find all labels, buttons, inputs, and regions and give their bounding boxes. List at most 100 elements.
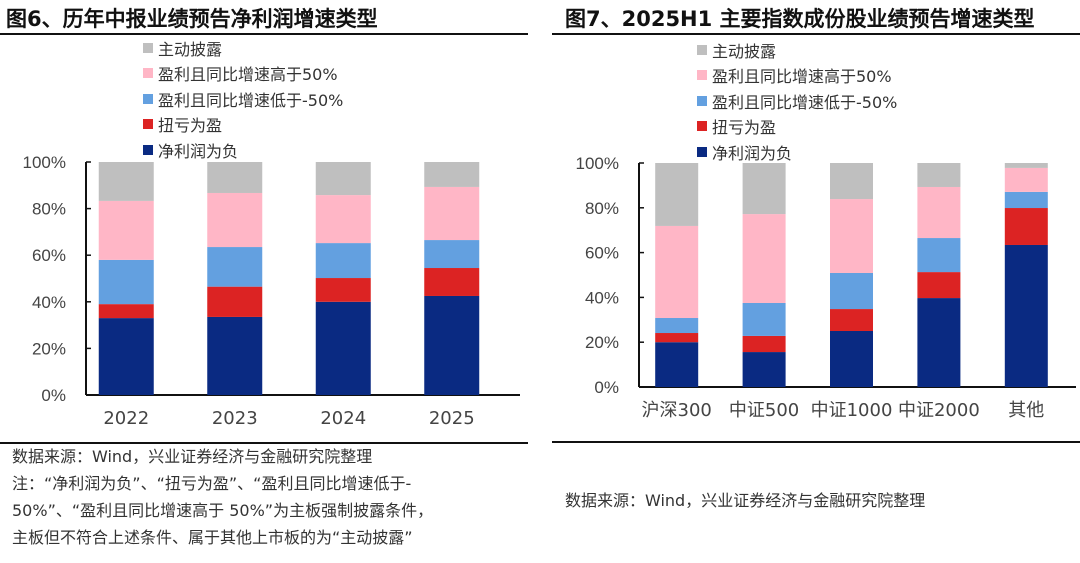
chart2-bottom-rule xyxy=(552,441,1080,443)
y-tick-label: 0% xyxy=(594,378,619,397)
bar-segment xyxy=(98,318,154,395)
legend-swatch xyxy=(697,70,707,81)
legend-label: 主动披露 xyxy=(712,41,777,61)
bar-segment xyxy=(1004,163,1048,168)
bar-segment xyxy=(830,309,873,331)
bar-segment xyxy=(315,195,371,244)
bar-segment xyxy=(98,304,154,319)
chart1-note-line: 注：“净利润为负”、“扭亏为盈”、“盈利且同比增速低于- xyxy=(12,474,412,493)
bar-segment xyxy=(917,272,961,299)
bar-segment xyxy=(98,200,154,260)
legend-item: 盈利且同比增速高于50% xyxy=(697,63,897,89)
legend-swatch xyxy=(143,93,153,104)
legend-label: 扭亏为盈 xyxy=(158,116,223,136)
chart1-bottom-rule xyxy=(0,442,528,444)
bar-segment xyxy=(655,333,699,343)
legend-swatch xyxy=(697,146,707,157)
chart1-title: 图6、历年中报业绩预告净利润增速类型 xyxy=(6,7,378,31)
legend-item: 净利润为负 xyxy=(143,137,343,163)
legend-label: 盈利且同比增速高于50% xyxy=(158,65,338,85)
chart1-footnote: 数据来源：Wind，兴业证券经济与金融研究院整理 注：“净利润为负”、“扭亏为盈… xyxy=(12,443,433,551)
legend-label: 盈利且同比增速低于-50% xyxy=(712,92,898,112)
bar-segment xyxy=(207,247,263,287)
y-tick-label: 80% xyxy=(32,200,66,219)
bar-segment xyxy=(1004,244,1048,387)
bar-segment xyxy=(830,199,873,273)
bar-segment xyxy=(917,298,961,387)
bar-segment xyxy=(655,342,699,387)
legend-label: 扭亏为盈 xyxy=(712,118,777,138)
bar-segment xyxy=(207,162,263,193)
chart2-source: 数据来源：Wind，兴业证券经济与金融研究院整理 xyxy=(565,491,926,510)
legend-swatch xyxy=(697,95,707,106)
bar-segment xyxy=(424,162,480,187)
chart1-plot: 0% 20% 40% 60% 80% 100% 2022 2023 2024 2025 xyxy=(23,153,520,429)
bar-segment xyxy=(742,352,786,387)
bar-segment xyxy=(98,259,154,305)
legend-item: 盈利且同比增速低于-50% xyxy=(143,86,343,112)
x-tick-label: 沪深300 xyxy=(642,400,712,421)
bar-segment xyxy=(315,162,371,196)
x-tick-label: 中证1000 xyxy=(811,400,893,421)
bar-segment xyxy=(742,335,786,353)
legend-item: 扭亏为盈 xyxy=(143,112,343,138)
legend-item: 主动披露 xyxy=(697,37,897,63)
bar-segment xyxy=(424,240,480,269)
legend-item: 盈利且同比增速高于50% xyxy=(143,61,343,87)
bar-segment xyxy=(742,163,786,215)
y-tick-label: 60% xyxy=(585,244,619,263)
legend-label: 净利润为负 xyxy=(158,141,239,161)
legend-label: 主动披露 xyxy=(158,39,223,59)
bar-segment xyxy=(207,286,263,317)
bar-segment xyxy=(315,243,371,279)
legend-swatch xyxy=(143,144,153,155)
y-tick-label: 0% xyxy=(41,386,66,405)
x-tick-label: 2022 xyxy=(103,408,149,429)
chart1-note-line: 50%”、“盈利且同比增速高于 50%”为主板强制披露条件， xyxy=(12,501,434,520)
legend-label: 盈利且同比增速高于50% xyxy=(712,67,892,87)
bar-segment xyxy=(917,238,961,273)
legend-swatch xyxy=(143,119,153,130)
bar-segment xyxy=(830,163,873,200)
legend-item: 盈利且同比增速低于-50% xyxy=(697,88,897,114)
y-tick-label: 20% xyxy=(32,339,66,358)
legend-item: 净利润为负 xyxy=(697,139,897,165)
bar-segment xyxy=(424,186,480,241)
y-tick-label: 100% xyxy=(576,154,619,173)
bar-segment xyxy=(742,214,786,303)
chart2-title: 图7、2025H1 主要指数成份股业绩预告增速类型 xyxy=(565,7,1035,31)
y-tick-label: 40% xyxy=(585,288,619,307)
x-tick-label: 2025 xyxy=(429,408,475,429)
x-tick-label: 中证500 xyxy=(729,400,799,421)
y-tick-label: 20% xyxy=(585,333,619,352)
legend-swatch xyxy=(143,42,153,53)
x-tick-label: 2023 xyxy=(212,408,258,429)
bar-segment xyxy=(424,268,480,296)
bar-segment xyxy=(424,295,480,395)
bar-segment xyxy=(917,186,961,239)
y-tick-label: 80% xyxy=(585,199,619,218)
legend-swatch xyxy=(143,68,153,79)
chart2-legend: 主动披露 盈利且同比增速高于50% 盈利且同比增速低于-50% 扭亏为盈 净利润… xyxy=(697,37,897,165)
bar-segment xyxy=(655,318,699,334)
chart1-source: 数据来源：Wind，兴业证券经济与金融研究院整理 xyxy=(12,447,373,466)
chart1-legend: 主动披露 盈利且同比增速高于50% 盈利且同比增速低于-50% 扭亏为盈 净利润… xyxy=(143,35,343,163)
bar-segment xyxy=(315,278,371,302)
y-tick-label: 100% xyxy=(23,153,66,172)
x-tick-label: 2024 xyxy=(320,408,366,429)
bar-segment xyxy=(315,301,371,395)
bar-segment xyxy=(655,163,699,226)
legend-swatch xyxy=(697,44,707,55)
bar-segment xyxy=(1004,191,1048,209)
bar-segment xyxy=(830,272,873,310)
bar-segment xyxy=(1004,208,1048,245)
y-tick-label: 60% xyxy=(32,246,66,265)
x-tick-label: 其他 xyxy=(1008,400,1044,421)
bar-segment xyxy=(655,225,699,319)
y-tick-label: 40% xyxy=(32,293,66,312)
bar-segment xyxy=(742,303,786,336)
chart1-top-rule xyxy=(0,33,528,35)
bar-segment xyxy=(98,162,154,201)
chart2-footnote: 数据来源：Wind，兴业证券经济与金融研究院整理 xyxy=(565,487,925,514)
chart2-plot: 0% 20% 40% 60% 80% 100% 沪深300 中证500 中证1000 中证2000… xyxy=(576,154,1076,421)
